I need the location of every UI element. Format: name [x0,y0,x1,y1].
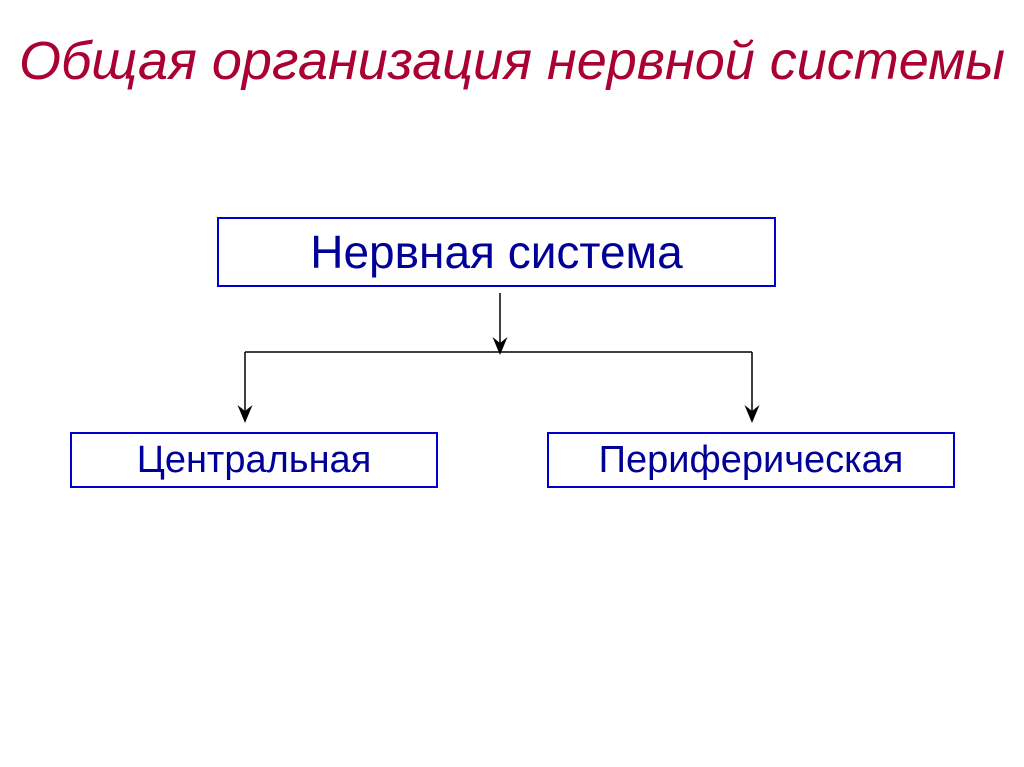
title-text: Общая организация нервной системы [19,31,1005,91]
flowchart-connector [0,0,1024,767]
flowchart-root-node: Нервная система [217,217,776,287]
flowchart-left-node: Центральная [70,432,438,488]
right-label: Периферическая [599,439,904,482]
left-label: Центральная [137,439,372,482]
flowchart-right-node: Периферическая [547,432,955,488]
slide-title: Общая организация нервной системы [0,30,1024,92]
root-label: Нервная система [310,225,683,279]
